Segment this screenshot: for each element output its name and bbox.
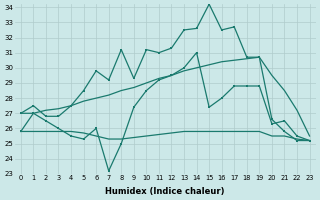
X-axis label: Humidex (Indice chaleur): Humidex (Indice chaleur)	[106, 187, 225, 196]
